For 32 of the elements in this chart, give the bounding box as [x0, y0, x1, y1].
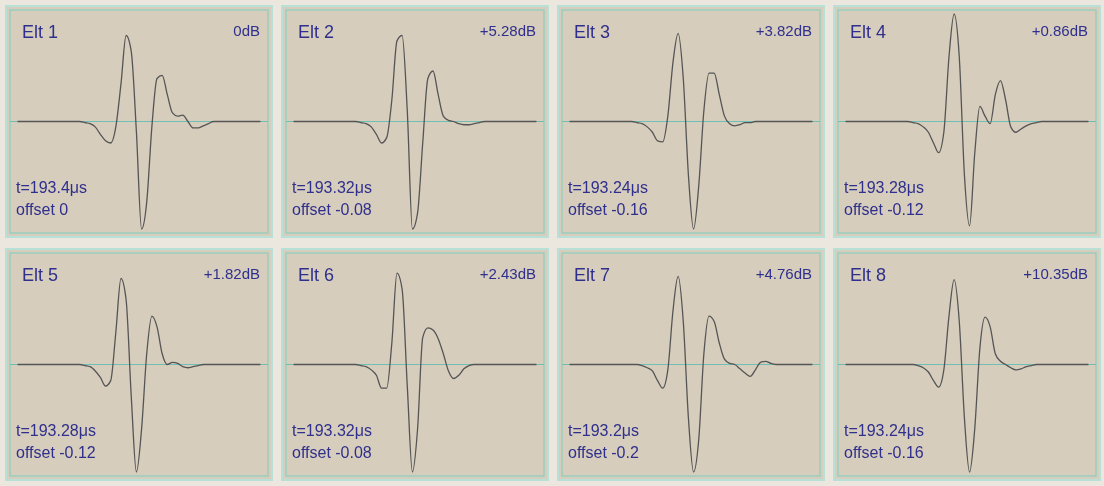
- chart-title: Elt 6: [298, 265, 335, 285]
- annotation: 0dB: [233, 22, 260, 39]
- annotation: +0.86dB: [1031, 22, 1088, 39]
- chart-title: Elt 4: [850, 22, 887, 42]
- annotation: t=193.4μs: [16, 179, 88, 196]
- chart-title: Elt 7: [574, 265, 611, 285]
- annotation: +4.76dB: [755, 265, 812, 282]
- annotation: offset -0.12: [844, 201, 924, 218]
- annotation: +2.43dB: [479, 265, 536, 282]
- chart-title: Elt 1: [22, 22, 59, 42]
- annotation: offset -0.2: [568, 444, 639, 461]
- annotation: t=193.28μs: [16, 422, 96, 439]
- annotation: offset -0.08: [292, 201, 372, 218]
- annotation: offset -0.16: [568, 201, 648, 218]
- annotation: +5.28dB: [479, 22, 536, 39]
- annotation: +10.35dB: [1023, 265, 1088, 282]
- annotation: t=193.28μs: [844, 179, 924, 196]
- annotation: offset -0.16: [844, 444, 924, 461]
- chart-title: Elt 3: [574, 22, 611, 42]
- annotation: offset -0.12: [16, 444, 96, 461]
- annotation: t=193.24μs: [844, 422, 924, 439]
- annotation: offset -0.08: [292, 444, 372, 461]
- annotation: t=193.24μs: [568, 179, 648, 196]
- annotation: +3.82dB: [755, 22, 812, 39]
- annotation: t=193.32μs: [292, 179, 372, 196]
- annotation: t=193.32μs: [292, 422, 372, 439]
- annotation: offset 0: [16, 201, 69, 218]
- chart-title: Elt 2: [298, 22, 335, 42]
- chart-title: Elt 5: [22, 265, 59, 285]
- annotation: +1.82dB: [203, 265, 260, 282]
- annotation: t=193.2μs: [568, 422, 640, 439]
- chart-title: Elt 8: [850, 265, 887, 285]
